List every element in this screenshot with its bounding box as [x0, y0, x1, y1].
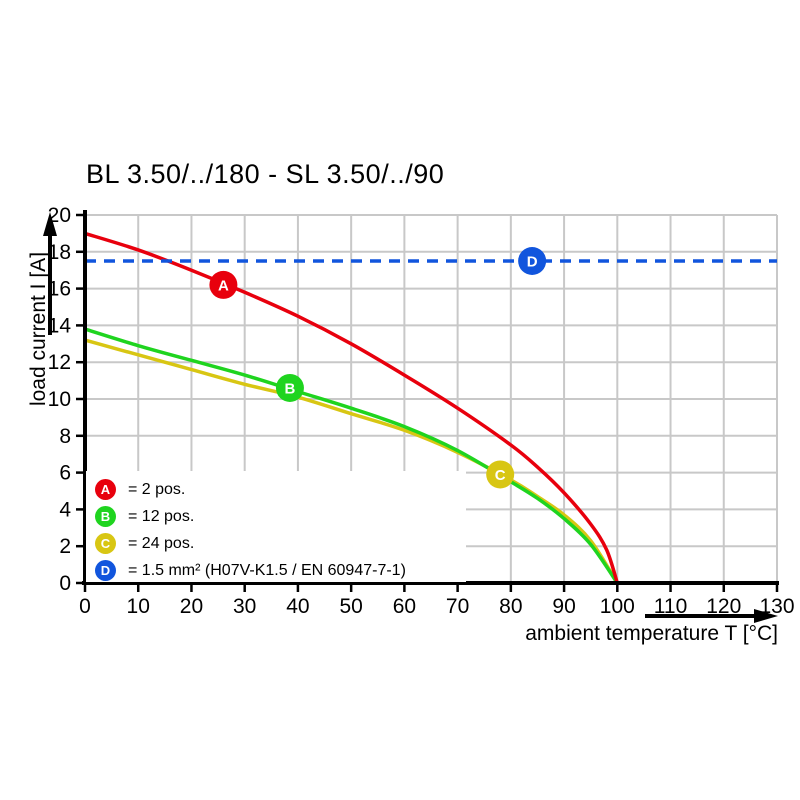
curve-c — [84, 338, 619, 584]
y-axis-arrowhead-icon — [43, 212, 57, 236]
x-tick-label: 110 — [654, 595, 687, 618]
legend: A = 2 pos. B = 12 pos. C = 24 pos. D = 1… — [86, 471, 466, 582]
x-tick-label: 0 — [79, 595, 91, 618]
legend-label-b: = 12 pos. — [128, 507, 195, 525]
legend-marker-d-icon: D — [95, 560, 116, 581]
legend-label-a: = 2 pos. — [128, 480, 186, 498]
marker-c-letter: C — [495, 467, 506, 484]
x-tick-label: 70 — [446, 595, 469, 618]
x-tick-label: 10 — [127, 595, 150, 618]
legend-label-c: = 24 pos. — [128, 534, 195, 552]
legend-label-d: = 1.5 mm² (H07V-K1.5 / EN 60947-7-1) — [128, 561, 406, 579]
x-tick-label: 30 — [233, 595, 256, 618]
legend-marker-a-icon: A — [95, 479, 116, 500]
x-tick-label: 60 — [393, 595, 416, 618]
marker-a-icon — [209, 270, 238, 299]
marker-b-letter: B — [285, 380, 296, 397]
x-axis-label: ambient temperature T [°C] — [525, 622, 778, 645]
x-axis-arrowhead-icon — [754, 609, 778, 623]
curve-b — [84, 327, 619, 584]
y-tick-label: 10 — [48, 388, 71, 411]
legend-item-c: C = 24 pos. — [86, 530, 466, 557]
y-tick-label: 0 — [59, 572, 71, 595]
legend-marker-b-icon: B — [95, 506, 116, 527]
y-tick-label: 18 — [48, 241, 71, 264]
y-tick-label: 6 — [59, 462, 71, 485]
legend-item-b: B = 12 pos. — [86, 503, 466, 530]
chart-title: BL 3.50/../180 - SL 3.50/../90 — [86, 159, 445, 189]
x-tick-label: 90 — [552, 595, 575, 618]
y-tick-label: 14 — [48, 314, 72, 337]
y-tick-label: 4 — [59, 498, 71, 521]
y-tick-label: 12 — [48, 351, 71, 374]
curve-a — [84, 231, 619, 584]
marker-d-icon — [518, 247, 547, 275]
x-tick-label: 100 — [600, 595, 635, 618]
y-tick-label: 20 — [48, 204, 71, 227]
x-tick-label: 130 — [759, 595, 794, 618]
y-tick-label: 8 — [59, 425, 71, 448]
legend-item-a: A = 2 pos. — [86, 476, 466, 503]
x-tick-label: 50 — [339, 595, 362, 618]
x-tick-label: 20 — [180, 595, 203, 618]
legend-item-d: D = 1.5 mm² (H07V-K1.5 / EN 60947-7-1) — [86, 557, 466, 584]
legend-marker-c-icon: C — [95, 533, 116, 554]
marker-d-letter: D — [527, 254, 538, 271]
y-tick-label: 2 — [59, 535, 71, 558]
y-tick-label: 16 — [48, 278, 71, 301]
x-tick-label: 40 — [286, 595, 309, 618]
x-tick-label: 80 — [499, 595, 522, 618]
x-tick-label: 120 — [706, 595, 741, 618]
marker-b-icon — [275, 373, 304, 402]
marker-c-icon — [486, 460, 515, 489]
marker-a-letter: A — [218, 277, 229, 294]
